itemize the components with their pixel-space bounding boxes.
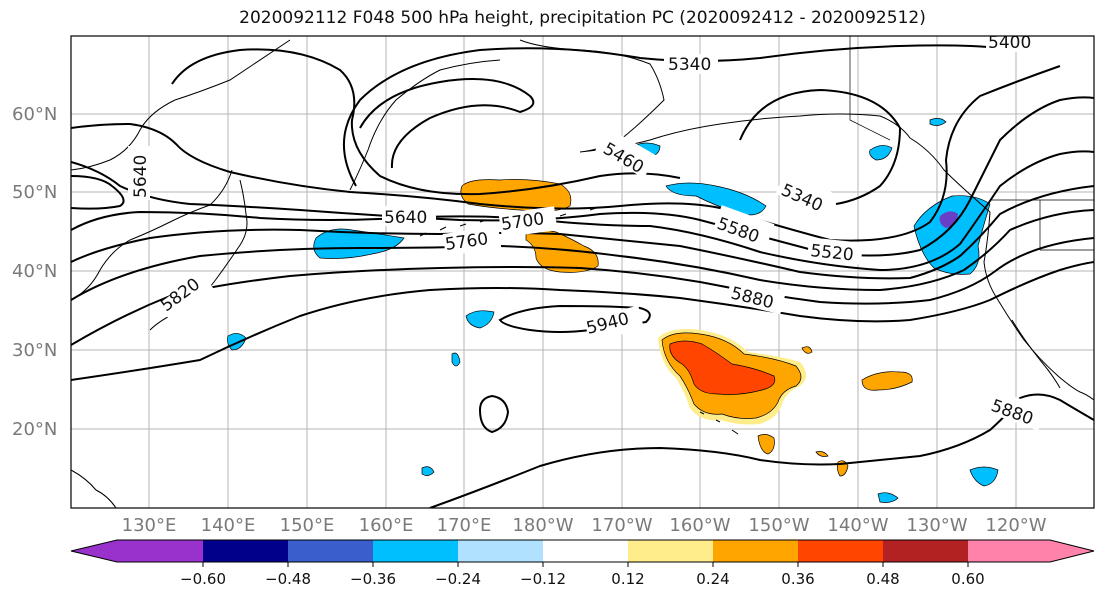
colorbar-tick-label-9: 0.60 [951, 570, 984, 588]
precipitation-shading [227, 118, 999, 503]
shade-orange-small-4 [801, 346, 813, 354]
colorbar-tick-label-2: −0.36 [350, 570, 396, 588]
lat-label-30n: 30°N [12, 340, 57, 361]
contour-label-5640-central: 5640 [384, 208, 427, 228]
contour-5880-south [429, 393, 1094, 508]
lat-label-60n: 60°N [12, 104, 57, 125]
contour-5340-right [739, 88, 902, 205]
shade-orange-small-5 [815, 451, 829, 457]
contour-5760 [71, 209, 1094, 301]
latitude-labels: 60°N 50°N 40°N 30°N 20°N [12, 104, 57, 440]
lon-label-140w: 140°W [827, 515, 888, 536]
colorbar-tick-label-6: 0.24 [696, 570, 729, 588]
shade-orange-small-1 [757, 434, 775, 455]
contour-5820 [71, 237, 1094, 346]
colorbar-segment-0 [71, 540, 203, 562]
shade-red-hawaii [669, 340, 776, 395]
colorbar-tick-label-5: 0.12 [611, 570, 644, 588]
colorbar-tick-label-1: −0.48 [265, 570, 311, 588]
coastline-north-america [983, 211, 1094, 401]
colorbar-tick-label-8: 0.48 [866, 570, 899, 588]
lon-label-160e: 160°E [359, 515, 414, 536]
shade-blue-small-9 [929, 118, 947, 126]
coastline-alaska [519, 39, 991, 213]
contour-5880-small [478, 394, 510, 434]
map-title: 2020092112 F048 500 hPa height, precipit… [239, 8, 926, 28]
lon-label-180w: 180°W [512, 515, 573, 536]
colorbar-tick-label-3: −0.24 [435, 570, 481, 588]
coastline-kamchatka [349, 59, 501, 191]
colorbar-segment-2 [288, 540, 373, 562]
lon-label-130w: 130°W [906, 515, 967, 536]
coastline-baja [1011, 319, 1061, 389]
colorbar-segment-7 [713, 540, 798, 562]
colorbar-segment-1 [203, 540, 288, 562]
contour-label-5340-north: 5340 [668, 55, 711, 75]
contour-5340-left [359, 78, 535, 169]
contour-labels: 5340 5400 5640 5460 5340 5640 5700 5760 … [128, 33, 1047, 431]
shade-blue-alaska [665, 182, 767, 216]
lon-label-170e: 170°E [437, 515, 492, 536]
colorbar-tick-label-7: 0.36 [781, 570, 814, 588]
contour-5400 [343, 44, 1001, 187]
contour-5640 [71, 150, 1094, 272]
contour-5700 [71, 185, 1094, 280]
shade-blue-small-2 [869, 145, 893, 161]
map-background [71, 36, 1094, 508]
shade-blue-pnw [913, 195, 991, 275]
contour-label-5400: 5400 [988, 33, 1031, 53]
shade-orange-small-2 [861, 371, 913, 391]
lon-label-140e: 140°E [201, 515, 256, 536]
contour-label-5640-west: 5640 [131, 155, 151, 198]
lat-label-40n: 40°N [12, 261, 57, 282]
lat-label-20n: 20°N [12, 419, 57, 440]
contour-5520 [71, 65, 1061, 242]
lon-label-170w: 170°W [591, 515, 652, 536]
colorbar-segment-4 [458, 540, 543, 562]
longitude-labels: 130°E 140°E 150°E 160°E 170°E 180°W 170°… [122, 515, 1047, 536]
shade-blue-small-6 [877, 492, 899, 503]
islands-hawaii [699, 411, 739, 435]
lon-label-150w: 150°W [748, 515, 809, 536]
coastline-asia [71, 39, 291, 301]
contour-5880-north [71, 261, 1094, 381]
height-contours [71, 44, 1094, 508]
shade-blue-small-7 [421, 466, 435, 476]
colorbar: −0.60 −0.48 −0.36 −0.24 −0.12 0.12 0.24 … [70, 539, 1095, 588]
shade-orange-central [525, 230, 599, 273]
lon-label-130e: 130°E [122, 515, 177, 536]
colorbar-outline [70, 539, 1095, 563]
graticule [71, 36, 1094, 508]
colorbar-segment-3 [373, 540, 458, 562]
contour-5940-closed [498, 304, 651, 333]
colorbar-segment-8 [798, 540, 883, 562]
lon-label-160w: 160°W [669, 515, 730, 536]
colorbar-tick-label-0: −0.60 [180, 570, 226, 588]
lat-label-50n: 50°N [12, 182, 57, 203]
lon-label-150e: 150°E [280, 515, 335, 536]
colorbar-segment-9 [883, 540, 968, 562]
shade-blue-small-3 [465, 310, 495, 329]
border-us-canada [990, 199, 1094, 251]
colorbar-segment-5 [543, 540, 628, 562]
contour-5460 [171, 48, 681, 196]
lon-label-120w: 120°W [985, 515, 1046, 536]
colorbar-segment-10 [968, 540, 1094, 562]
coastline-philippines [71, 469, 117, 508]
border-alaska-canada [849, 36, 891, 141]
contour-label-5520: 5520 [809, 241, 854, 265]
colorbar-tick-label-4: −0.12 [520, 570, 566, 588]
colorbar-ticks [202, 562, 969, 567]
colorbar-segment-6 [628, 540, 713, 562]
shade-blue-small-5 [969, 466, 999, 487]
contour-5580 [71, 96, 1094, 257]
map-frame [70, 35, 1095, 509]
shade-blue-small-8 [451, 352, 461, 367]
